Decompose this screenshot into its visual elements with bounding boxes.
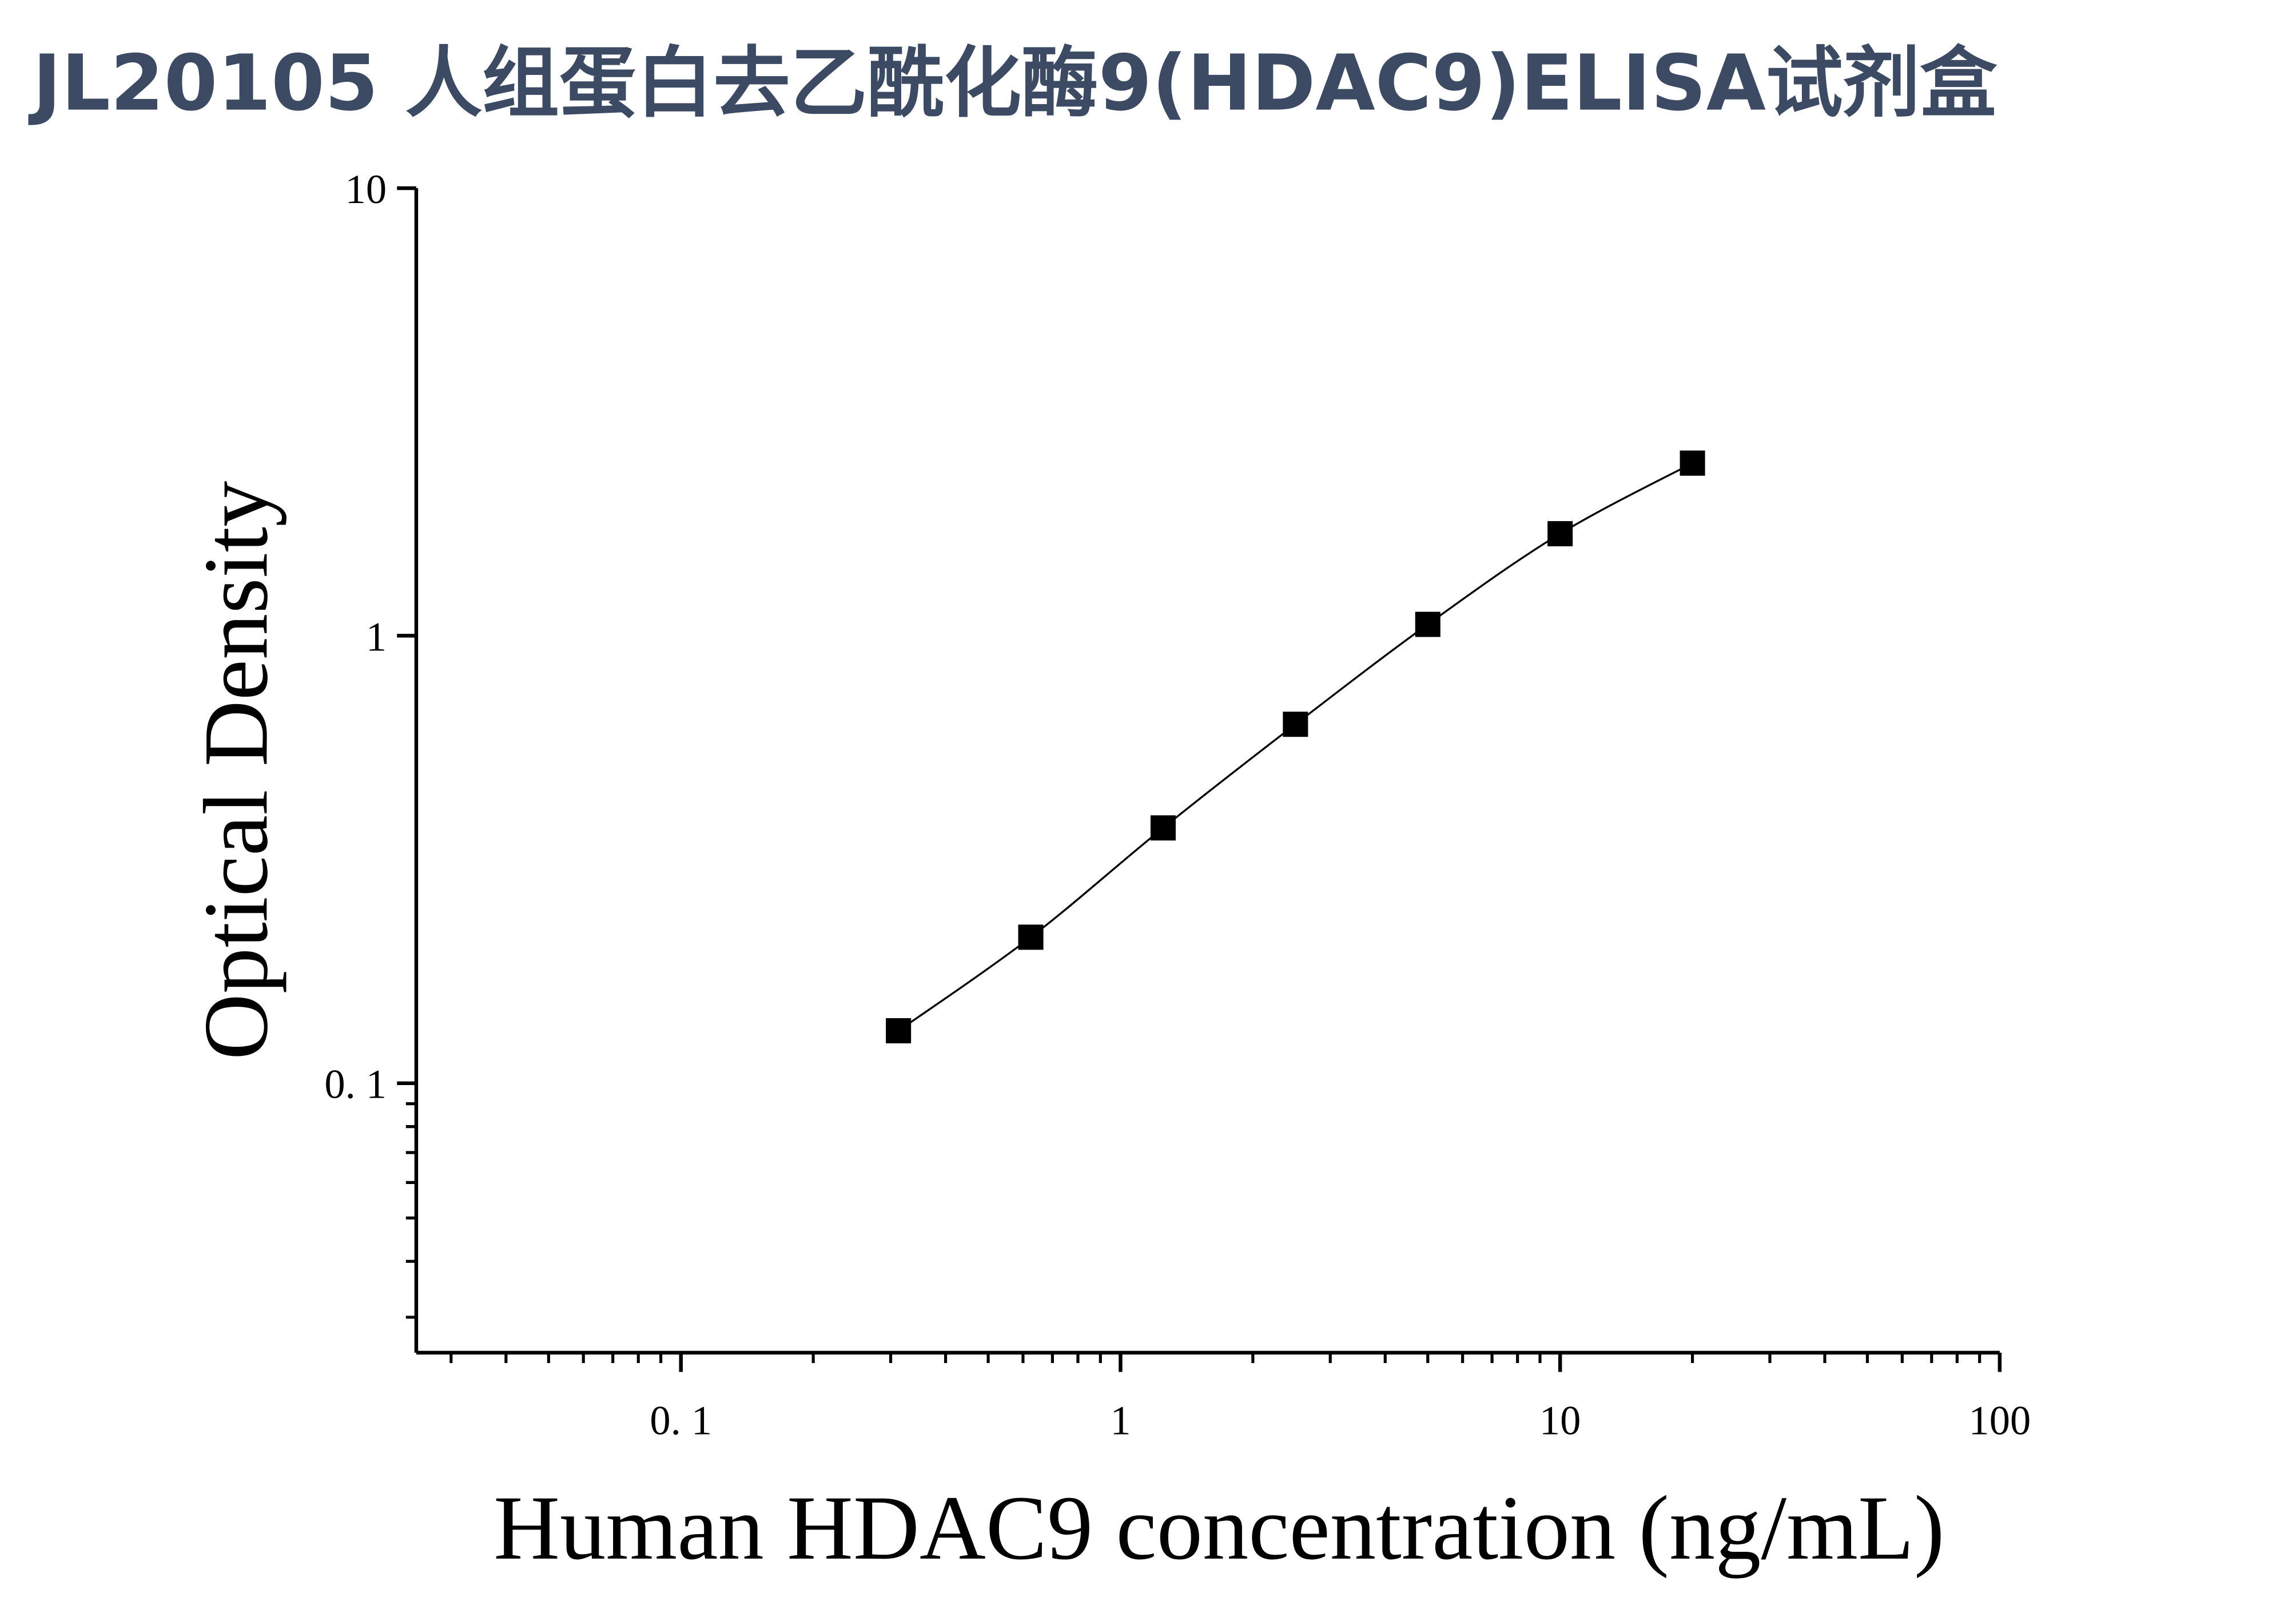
x-tick-label: 10 [1539, 1397, 1581, 1443]
point [1415, 611, 1441, 637]
fit-line [898, 462, 1693, 1032]
x-tick-label: 100 [1968, 1397, 2031, 1443]
point [1547, 521, 1573, 547]
x-axis-label: Human HDAC9 concentration (ng/mL) [494, 1477, 1944, 1579]
y-axis-label: Optical Density [185, 481, 286, 1060]
y-tick-label: 0. 1 [324, 1061, 387, 1107]
point [1018, 924, 1044, 950]
x-tick-label: 0. 1 [650, 1397, 712, 1443]
y-tick-label: 1 [366, 613, 387, 660]
x-tick-label: 1 [1110, 1397, 1131, 1443]
chart-title: JL20105 人组蛋白去乙酰化酶9(HDAC9)ELISA试剂盒 [28, 38, 1997, 128]
point [1680, 450, 1705, 476]
point [1150, 815, 1176, 841]
point [886, 1018, 912, 1044]
point [1283, 712, 1308, 737]
y-tick-label: 10 [345, 166, 387, 212]
